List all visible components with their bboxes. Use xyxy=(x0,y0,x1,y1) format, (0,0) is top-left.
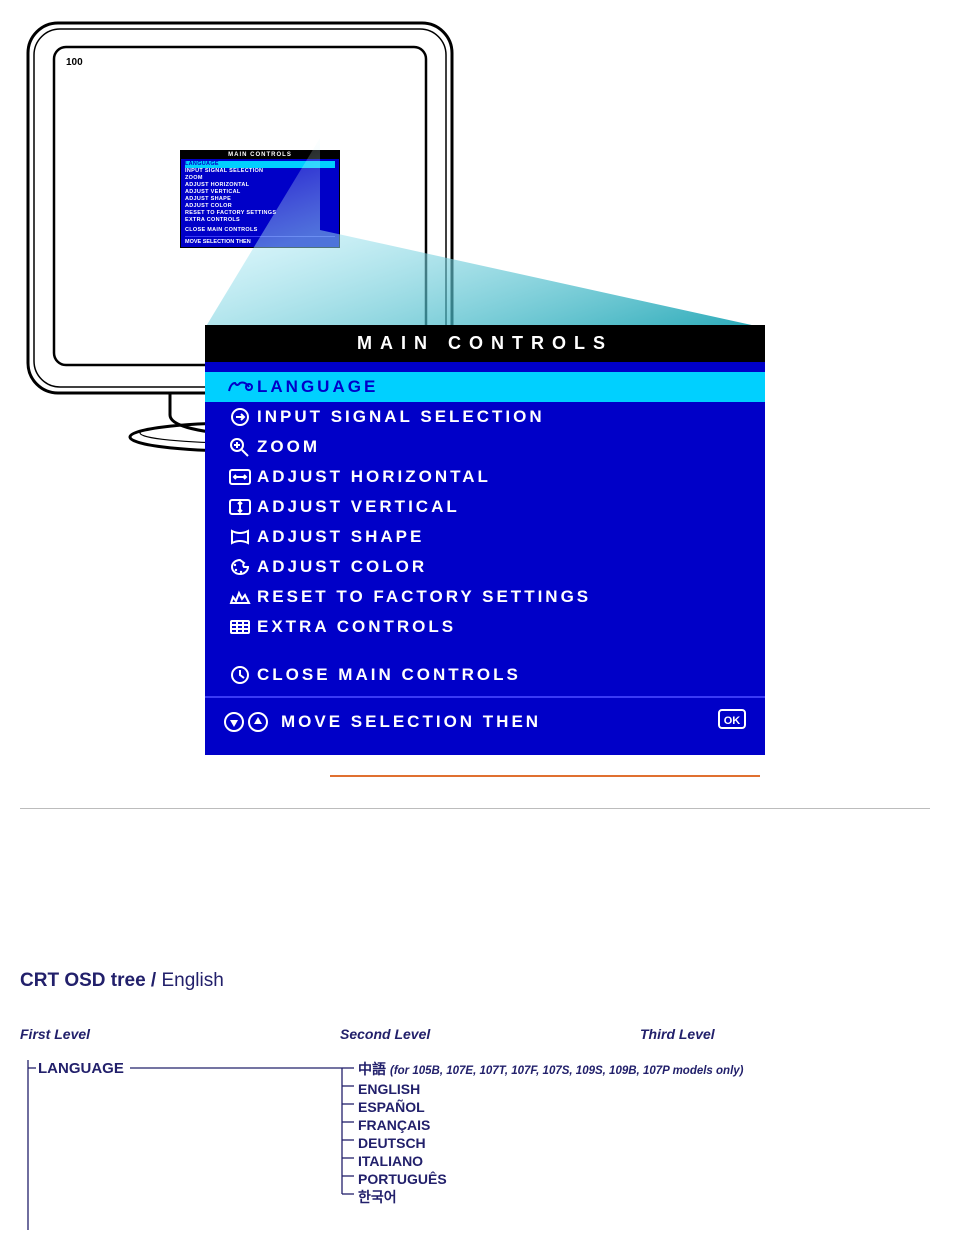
mini-osd-row: EXTRA CONTROLS xyxy=(185,217,335,224)
divider-grey xyxy=(20,808,930,809)
svg-text:100: 100 xyxy=(66,57,83,68)
mini-osd-row: ADJUST HORIZONTAL xyxy=(185,182,335,189)
menu-label: LANGUAGE xyxy=(257,377,378,397)
tree-second-item: 한국어 xyxy=(358,1188,744,1206)
osd-footer: MOVE SELECTION THEN OK xyxy=(205,698,765,749)
menu-label: RESET TO FACTORY SETTINGS xyxy=(257,587,591,607)
vert-icon xyxy=(223,497,257,517)
osd-title: MAIN CONTROLS xyxy=(205,325,765,362)
osd-tree-section: CRT OSD tree / English First Level Secon… xyxy=(20,970,930,1230)
tree-second-item: ITALIANO xyxy=(358,1152,744,1170)
tree-second-item: PORTUGUÊS xyxy=(358,1170,744,1188)
tree-title: CRT OSD tree / English xyxy=(20,970,930,992)
menu-label: ADJUST SHAPE xyxy=(257,527,424,547)
menu-item-reset[interactable]: RESET TO FACTORY SETTINGS xyxy=(205,582,765,612)
extra-icon xyxy=(223,617,257,637)
mini-osd-title: MAIN CONTROLS xyxy=(181,151,339,159)
svg-text:OK: OK xyxy=(724,715,741,727)
color-icon xyxy=(223,557,257,577)
level-3-label: Third Level xyxy=(640,1026,930,1042)
nav-icons xyxy=(223,711,269,733)
mini-osd-row: CLOSE MAIN CONTROLS xyxy=(185,227,335,234)
tree-second-item: 中語(for 105B, 107E, 107T, 107F, 107S, 109… xyxy=(358,1060,744,1080)
menu-label: ZOOM xyxy=(257,437,320,457)
mini-osd-row: ADJUST COLOR xyxy=(185,203,335,210)
tree-second-item: DEUTSCH xyxy=(358,1134,744,1152)
mini-osd-row: INPUT SIGNAL SELECTION xyxy=(185,168,335,175)
menu-item-input-signal[interactable]: INPUT SIGNAL SELECTION xyxy=(205,402,765,432)
mini-osd: MAIN CONTROLS LANGUAGE INPUT SIGNAL SELE… xyxy=(180,150,340,248)
menu-label: CLOSE MAIN CONTROLS xyxy=(257,665,521,685)
osd-body: LANGUAGE INPUT SIGNAL SELECTION ZOOM ADJ… xyxy=(205,362,765,755)
tree-second-item: FRANÇAIS xyxy=(358,1116,744,1134)
level-2-label: Second Level xyxy=(340,1026,640,1042)
tree-title-bold: CRT OSD tree xyxy=(20,970,146,991)
mini-osd-row: ZOOM xyxy=(185,175,335,182)
close-icon xyxy=(223,664,257,686)
menu-item-adjust-horizontal[interactable]: ADJUST HORIZONTAL xyxy=(205,462,765,492)
tree-title-sep: / xyxy=(146,970,162,991)
osd-panel: MAIN CONTROLS LANGUAGE INPUT SIGNAL SELE… xyxy=(205,325,765,755)
tree-second-item: ENGLISH xyxy=(358,1080,744,1098)
input-icon xyxy=(223,407,257,427)
shape-icon xyxy=(223,527,257,547)
footer-label: MOVE SELECTION THEN xyxy=(281,712,717,732)
menu-item-language[interactable]: LANGUAGE xyxy=(205,372,765,402)
reset-icon xyxy=(223,587,257,607)
level-labels: First Level Second Level Third Level xyxy=(20,1026,930,1042)
zoom-icon xyxy=(223,436,257,458)
menu-label: ADJUST VERTICAL xyxy=(257,497,460,517)
tree-body: LANGUAGE 中語(for 105B, 107E, 107T, 107F, … xyxy=(20,1060,930,1230)
mini-osd-footer: MOVE SELECTION THEN xyxy=(185,236,335,245)
menu-item-adjust-shape[interactable]: ADJUST SHAPE xyxy=(205,522,765,552)
menu-label: INPUT SIGNAL SELECTION xyxy=(257,407,545,427)
mini-osd-row: ADJUST VERTICAL xyxy=(185,189,335,196)
menu-item-extra-controls[interactable]: EXTRA CONTROLS xyxy=(205,612,765,642)
menu-item-adjust-color[interactable]: ADJUST COLOR xyxy=(205,552,765,582)
menu-label: ADJUST HORIZONTAL xyxy=(257,467,491,487)
mini-osd-row: ADJUST SHAPE xyxy=(185,196,335,203)
mini-osd-row: RESET TO FACTORY SETTINGS xyxy=(185,210,335,217)
level-1-label: First Level xyxy=(20,1026,340,1042)
menu-item-adjust-vertical[interactable]: ADJUST VERTICAL xyxy=(205,492,765,522)
mini-osd-body: LANGUAGE INPUT SIGNAL SELECTION ZOOM ADJ… xyxy=(181,159,339,247)
mini-osd-row: LANGUAGE xyxy=(185,161,335,168)
tree-title-lang: English xyxy=(161,970,223,991)
menu-item-zoom[interactable]: ZOOM xyxy=(205,432,765,462)
divider-orange xyxy=(330,775,760,777)
tree-second-item: ESPAÑOL xyxy=(358,1098,744,1116)
menu-label: EXTRA CONTROLS xyxy=(257,617,456,637)
lang-icon xyxy=(223,377,257,397)
tree-second-list: 中語(for 105B, 107E, 107T, 107F, 107S, 109… xyxy=(358,1060,744,1206)
tree-first-item: LANGUAGE xyxy=(38,1060,124,1077)
horiz-icon xyxy=(223,467,257,487)
ok-icon: OK xyxy=(717,708,747,735)
menu-item-close[interactable]: CLOSE MAIN CONTROLS xyxy=(205,660,765,690)
menu-label: ADJUST COLOR xyxy=(257,557,427,577)
